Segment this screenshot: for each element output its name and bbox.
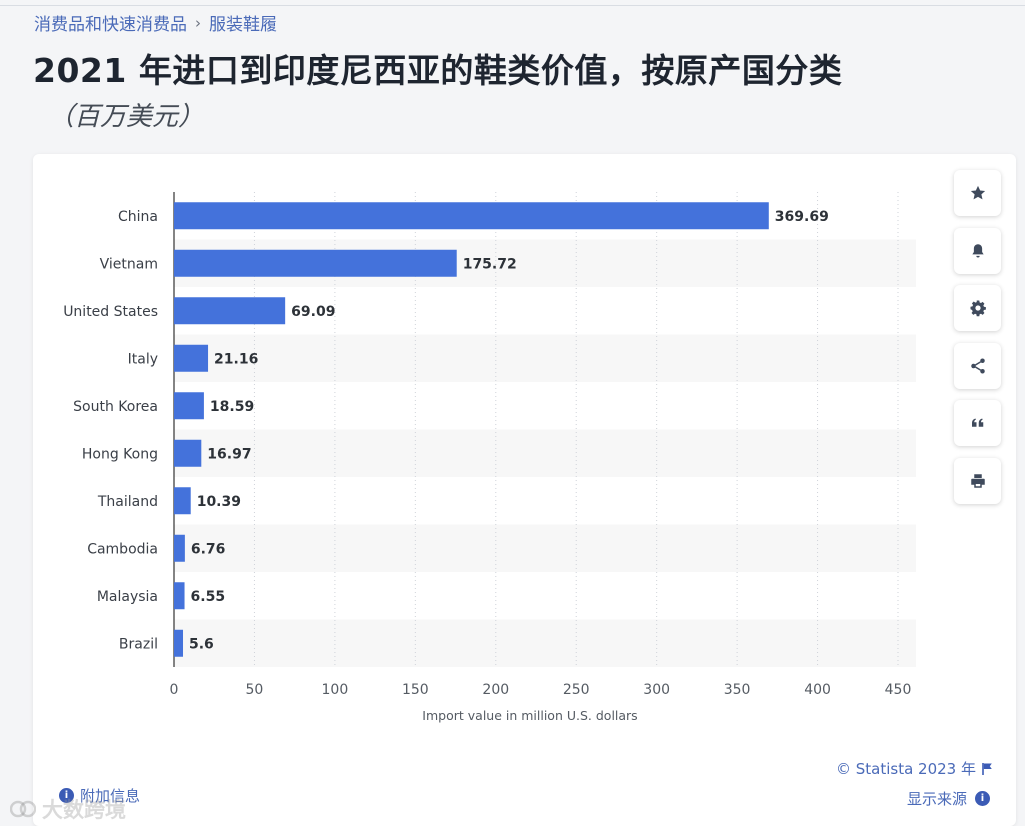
bar-chart: 0 50 100 150 200 250 300 350 400 450 China 369.69 Vi… [63,192,916,723]
top-divider [0,5,1025,6]
breadcrumb: 消费品和快速消费品 › 服装鞋履 [34,10,277,36]
row-stripe [174,524,916,572]
breadcrumb-separator: › [195,13,201,32]
notification-button[interactable] [954,228,1001,274]
info-icon: i [59,788,74,803]
gear-icon [970,300,986,317]
settings-button[interactable] [954,285,1001,331]
bell-icon [971,244,984,258]
x-tick-label: 0 [170,682,179,698]
x-tick-label: 350 [724,682,751,698]
share-icon [970,358,985,374]
x-tick-label: 50 [246,682,264,698]
category-label: Vietnam [100,256,158,272]
category-label: Malaysia [97,589,158,605]
watermark: 大数跨境 [10,794,126,824]
category-label: South Korea [73,399,158,415]
value-label: 16.97 [207,446,251,462]
print-button[interactable] [954,458,1001,504]
show-source-link[interactable]: 显示来源 i [907,788,990,809]
data-bar [174,297,286,325]
category-label: Italy [128,351,158,367]
additional-info-link[interactable]: i 附加信息 [59,785,140,806]
data-bar [174,534,185,562]
category-label: United States [63,304,158,320]
data-bar [174,202,769,230]
category-label: Hong Kong [82,446,158,462]
row-stripe [174,334,916,382]
x-tick-label: 450 [885,682,912,698]
data-bar [174,392,204,420]
quote-icon [971,418,983,427]
x-axis-title: Import value in million U.S. dollars [422,708,637,723]
value-label: 5.6 [189,636,214,652]
value-label: 6.55 [191,589,226,605]
statista-credit[interactable]: © Statista 2023 年 [836,758,994,779]
category-label: Cambodia [87,541,158,557]
data-bar [174,487,191,515]
info-icon: i [975,791,990,806]
star-icon [970,185,985,200]
data-bar [174,629,184,657]
page-title: 2021 年进口到印度尼西亚的鞋类价值，按原产国分类 [33,51,843,90]
data-bar [174,582,185,610]
print-icon [970,474,985,488]
row-stripe [174,619,916,667]
value-label: 18.59 [210,399,254,415]
breadcrumb-current-link[interactable]: 服装鞋履 [209,15,277,35]
row-stripe [174,429,916,477]
chart-card: 0 50 100 150 200 250 300 350 400 450 China 369.69 Vi… [33,154,1016,826]
value-label: 21.16 [214,351,258,367]
data-bar [174,249,457,277]
data-bar [174,439,202,467]
value-label: 69.09 [291,304,335,320]
data-bar [174,344,209,372]
x-tick-label: 400 [804,682,831,698]
page-subtitle: （百万美元） [48,102,205,132]
watermark-logo-icon [10,800,36,818]
value-label: 6.76 [191,541,226,557]
flag-icon [982,762,992,775]
x-tick-label: 200 [482,682,509,698]
value-label: 10.39 [197,494,241,510]
value-label: 175.72 [463,256,517,272]
category-label: China [118,209,158,225]
category-label: Thailand [97,494,158,510]
cite-button[interactable] [954,400,1001,446]
show-source-label: 显示来源 [906,790,967,808]
additional-info-label: 附加信息 [80,787,141,805]
x-tick-label: 250 [563,682,590,698]
value-label: 369.69 [775,209,829,225]
breadcrumb-parent-link[interactable]: 消费品和快速消费品 [34,15,187,35]
x-tick-label: 300 [643,682,670,698]
x-tick-label: 150 [402,682,429,698]
credit-text: © Statista 2023 年 [835,760,976,778]
category-label: Brazil [119,636,158,652]
favorite-button[interactable] [954,170,1001,216]
watermark-text: 大数跨境 [42,798,126,822]
share-button[interactable] [954,343,1001,389]
x-tick-label: 100 [322,682,349,698]
